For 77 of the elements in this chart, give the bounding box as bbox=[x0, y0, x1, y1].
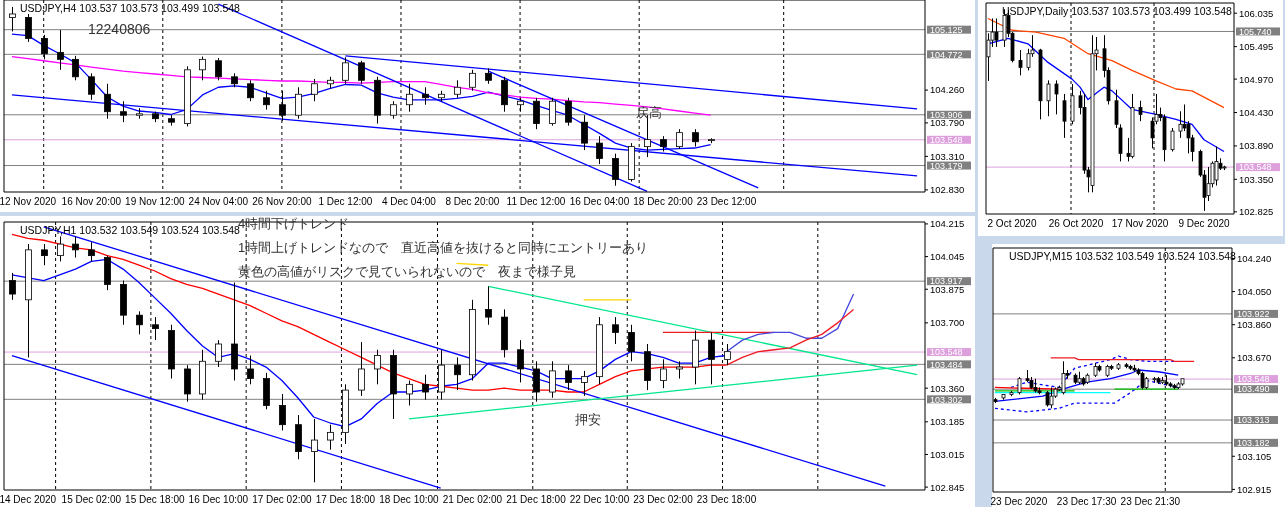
annotation: 12240806 bbox=[88, 21, 151, 37]
x-tick-label: 22 Dec 10:00 bbox=[569, 494, 630, 505]
x-tick-label: 16 Dec 04:00 bbox=[569, 196, 630, 207]
x-tick-label: 17 Dec 18:00 bbox=[315, 494, 376, 505]
x-tick-label: 18 Dec 10:00 bbox=[379, 494, 440, 505]
x-tick-label: 26 Nov 20:00 bbox=[252, 196, 313, 207]
x-tick-label: 14 Dec 2020 bbox=[0, 494, 57, 505]
x-tick-label: 16 Dec 10:00 bbox=[188, 494, 249, 505]
x-tick-label: 2 Oct 2020 bbox=[987, 218, 1037, 229]
y-tick-label: 102.915 bbox=[1237, 483, 1272, 495]
x-tick-label: 23 Dec 17:30 bbox=[1056, 496, 1117, 507]
x-tick-label: 4 Dec 04:00 bbox=[381, 196, 437, 207]
x-tick-label: 11 Dec 12:00 bbox=[506, 196, 566, 207]
ref-line-label: 103.548 bbox=[1239, 162, 1272, 173]
x-tick-label: 23 Dec 12:00 bbox=[696, 196, 757, 207]
x-tick-label: 26 Oct 2020 bbox=[1048, 218, 1104, 229]
y-tick-label: 103.700 bbox=[930, 317, 965, 329]
ref-line-label: 103.490 bbox=[1237, 384, 1270, 395]
x-tick-label: 19 Nov 12:00 bbox=[125, 196, 186, 207]
x-tick-label: 23 Dec 2020 bbox=[990, 496, 1048, 507]
x-tick-label: 17 Nov 2020 bbox=[1111, 218, 1169, 229]
ref-line-label: 103.906 bbox=[930, 109, 963, 120]
y-tick-label: 102.845 bbox=[930, 481, 965, 493]
y-tick-label: 105.495 bbox=[1239, 41, 1274, 53]
y-tick-label: 104.240 bbox=[1237, 252, 1272, 264]
x-tick-label: 21 Dec 18:00 bbox=[506, 494, 567, 505]
y-tick-label: 103.105 bbox=[1237, 450, 1272, 462]
x-tick-label: 16 Nov 20:00 bbox=[61, 196, 122, 207]
y-tick-label: 104.045 bbox=[930, 250, 965, 262]
y-tick-label: 104.430 bbox=[1239, 106, 1274, 118]
ref-line-label: 103.548 bbox=[1237, 374, 1270, 385]
y-tick-label: 104.970 bbox=[1239, 73, 1274, 85]
y-tick-label: 103.310 bbox=[930, 150, 965, 162]
y-tick-label: 103.670 bbox=[1237, 352, 1272, 364]
ref-line-label: 103.484 bbox=[930, 359, 963, 370]
y-tick-label: 103.350 bbox=[1239, 173, 1274, 185]
annotation: 1時間上げトレンドなので 直近高値を抜けると同時にエントリーあり bbox=[238, 240, 649, 255]
y-tick-label: 103.015 bbox=[930, 448, 965, 460]
y-tick-label: 104.215 bbox=[930, 218, 965, 230]
y-tick-label: 103.790 bbox=[930, 117, 965, 129]
ref-line-label: 103.302 bbox=[930, 394, 963, 405]
y-tick-label: 102.830 bbox=[930, 184, 965, 196]
ref-line-label: 105.740 bbox=[1239, 26, 1272, 37]
y-tick-label: 103.890 bbox=[1239, 140, 1274, 152]
ref-line-label: 105.125 bbox=[930, 24, 963, 35]
x-tick-label: 1 Dec 12:00 bbox=[318, 196, 373, 207]
y-tick-label: 103.860 bbox=[1237, 319, 1272, 331]
chart-title: USDJPY,Daily 103.537 103.573 103.499 103.548 bbox=[1002, 5, 1232, 17]
y-tick-label: 103.185 bbox=[930, 416, 965, 428]
x-tick-label: 9 Dec 2020 bbox=[1178, 218, 1231, 229]
annotation: 戻高 bbox=[636, 105, 662, 120]
chart-title: USDJPY,M15 103.532 103.549 103.524 103.548 bbox=[1009, 250, 1237, 262]
x-tick-label: 15 Dec 02:00 bbox=[61, 494, 122, 505]
ref-line-label: 103.313 bbox=[1237, 415, 1270, 426]
ref-line-label: 103.548 bbox=[930, 134, 963, 145]
x-tick-label: 23 Dec 18:00 bbox=[696, 494, 757, 505]
y-tick-label: 104.050 bbox=[1237, 285, 1272, 297]
x-tick-label: 23 Dec 02:00 bbox=[633, 494, 694, 505]
x-tick-label: 15 Dec 18:00 bbox=[125, 494, 186, 505]
y-tick-label: 102.825 bbox=[1239, 206, 1274, 218]
x-tick-label: 8 Dec 20:00 bbox=[445, 196, 500, 207]
x-tick-label: 24 Nov 04:00 bbox=[188, 196, 249, 207]
x-tick-label: 21 Dec 02:00 bbox=[442, 494, 503, 505]
y-tick-label: 106.035 bbox=[1239, 7, 1274, 19]
ref-line-label: 103.548 bbox=[930, 347, 963, 358]
y-tick-label: 103.360 bbox=[930, 382, 965, 394]
x-tick-label: 17 Dec 02:00 bbox=[252, 494, 313, 505]
ref-line-label: 103.922 bbox=[1237, 309, 1270, 320]
ref-line-label: 103.179 bbox=[930, 160, 963, 171]
annotation: 黄色の高値がリスクで見ていられないので 夜まで様子見 bbox=[238, 264, 576, 279]
x-tick-label: 18 Dec 20:00 bbox=[633, 196, 694, 207]
annotation: 押安 bbox=[575, 412, 601, 427]
y-tick-label: 104.260 bbox=[930, 84, 965, 96]
ref-line-label: 104.772 bbox=[930, 49, 963, 60]
x-tick-label: 12 Nov 2020 bbox=[0, 196, 57, 207]
x-tick-label: 23 Dec 21:30 bbox=[1120, 496, 1181, 507]
ref-line-label: 103.182 bbox=[1237, 438, 1270, 449]
